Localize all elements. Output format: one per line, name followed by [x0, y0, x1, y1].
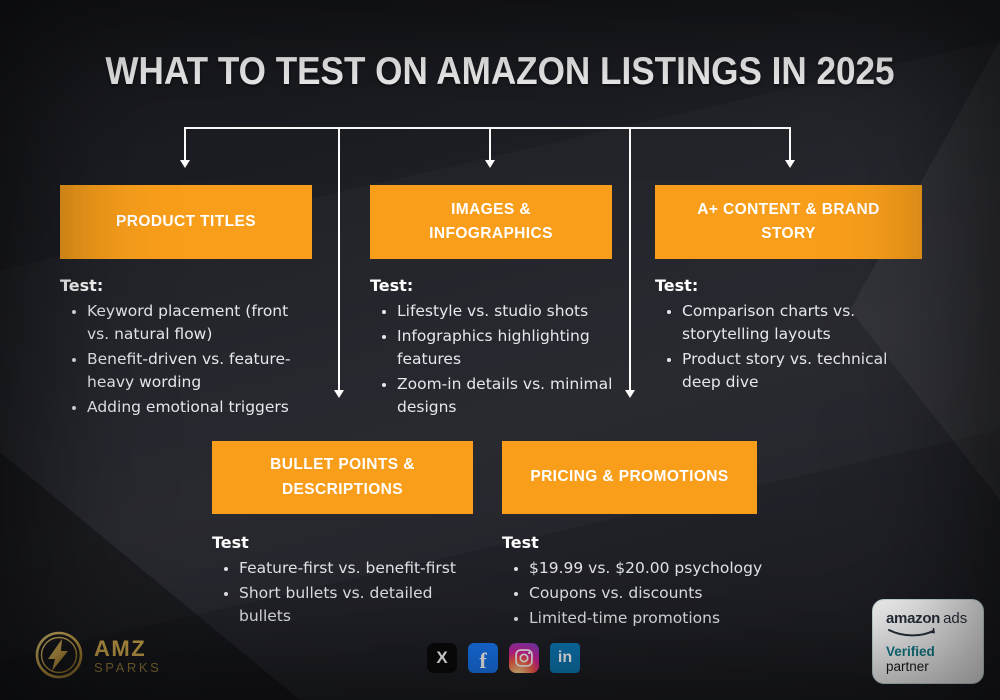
facebook-icon[interactable]: f — [468, 643, 498, 673]
box-label-line: A+ CONTENT & BRAND — [697, 200, 880, 218]
test-heading: Test — [212, 533, 249, 552]
amazon-smile-icon — [887, 626, 939, 643]
logo-subname: SPARKS — [94, 659, 162, 675]
test-heading: Test — [502, 533, 539, 552]
list-images-infographics: Test: Lifestyle vs. studio shots Infogra… — [370, 276, 620, 421]
instagram-camera-glyph — [515, 649, 533, 667]
amazon-ads-wordmark: amazon ads — [886, 610, 983, 637]
logo-text: AMZ SPARKS — [94, 635, 162, 676]
list-item: Coupons vs. discounts — [529, 582, 774, 605]
list-item: Adding emotional triggers — [87, 396, 300, 419]
tree-arrow-aplus-content — [789, 127, 791, 160]
tree-arrow-bullet-points — [338, 127, 340, 390]
tree-arrow-pricing — [629, 127, 631, 390]
box-label-line: STORY — [761, 225, 816, 242]
box-aplus-brand-story: A+ CONTENT & BRAND STORY — [655, 185, 922, 259]
list-item: Benefit-driven vs. feature-heavy wording — [87, 348, 300, 394]
amazon-word: amazon — [886, 610, 941, 627]
x-icon[interactable]: X — [427, 643, 457, 673]
box-label-line: PRODUCT TITLES — [116, 212, 256, 230]
list-item: Limited-time promotions — [529, 607, 774, 630]
amazon-ads-verified-partner-badge: amazon ads Verified partner — [872, 599, 984, 684]
box-label-line: IMAGES & — [451, 200, 531, 218]
instagram-icon[interactable] — [509, 643, 539, 673]
ads-word: ads — [943, 610, 968, 627]
verified-label: Verified — [886, 643, 935, 659]
box-label-line: PRICING & PROMOTIONS — [530, 468, 729, 486]
box-pricing-promotions: PRICING & PROMOTIONS — [502, 441, 757, 514]
list-item: $19.99 vs. $20.00 psychology — [529, 557, 774, 580]
box-label-line: BULLET POINTS & — [270, 456, 415, 474]
logo-name: AMZ — [94, 635, 147, 661]
lightning-bolt-icon — [34, 630, 84, 684]
list-item: Infographics highlighting features — [397, 325, 620, 371]
box-label-line: DESCRIPTIONS — [281, 480, 404, 498]
box-images-infographics: IMAGES & INFOGRAPHICS — [370, 185, 612, 259]
box-label-line: INFOGRAPHICS — [429, 225, 553, 242]
list-item: Keyword placement (front vs. natural flo… — [87, 300, 300, 346]
x-glyph: X — [436, 648, 448, 667]
list-bullet-points-descriptions: Test Feature-first vs. benefit-first Sho… — [212, 533, 480, 630]
linkedin-icon[interactable]: in — [550, 643, 580, 673]
facebook-glyph: f — [479, 648, 487, 673]
list-item: Product story vs. technical deep dive — [682, 348, 907, 394]
list-product-titles: Test: Keyword placement (front vs. natur… — [60, 276, 300, 421]
social-icons-row: X f in — [427, 643, 580, 673]
list-item: Zoom-in details vs. minimal designs — [397, 373, 620, 419]
tree-arrow-product-titles — [184, 127, 186, 160]
box-product-titles: PRODUCT TITLES — [60, 185, 312, 259]
test-heading: Test: — [370, 276, 414, 295]
tree-horizontal-line — [184, 127, 791, 129]
partner-label: partner — [886, 658, 929, 674]
test-heading: Test: — [655, 276, 699, 295]
box-bullet-points-descriptions: BULLET POINTS & DESCRIPTIONS — [212, 441, 473, 514]
amz-sparks-logo: AMZ SPARKS — [34, 630, 161, 684]
test-heading: Test: — [60, 276, 104, 295]
list-item: Lifestyle vs. studio shots — [397, 300, 620, 323]
page-title: WHAT TO TEST ON AMAZON LISTINGS IN 2025 — [105, 50, 895, 93]
tree-arrow-images — [489, 127, 491, 160]
list-item: Comparison charts vs. storytelling layou… — [682, 300, 907, 346]
list-pricing-promotions: Test $19.99 vs. $20.00 psychology Coupon… — [502, 533, 774, 632]
list-aplus-brand-story: Test: Comparison charts vs. storytelling… — [655, 276, 907, 396]
list-item: Short bullets vs. detailed bullets — [239, 582, 480, 628]
list-item: Feature-first vs. benefit-first — [239, 557, 480, 580]
linkedin-glyph: in — [557, 649, 573, 666]
